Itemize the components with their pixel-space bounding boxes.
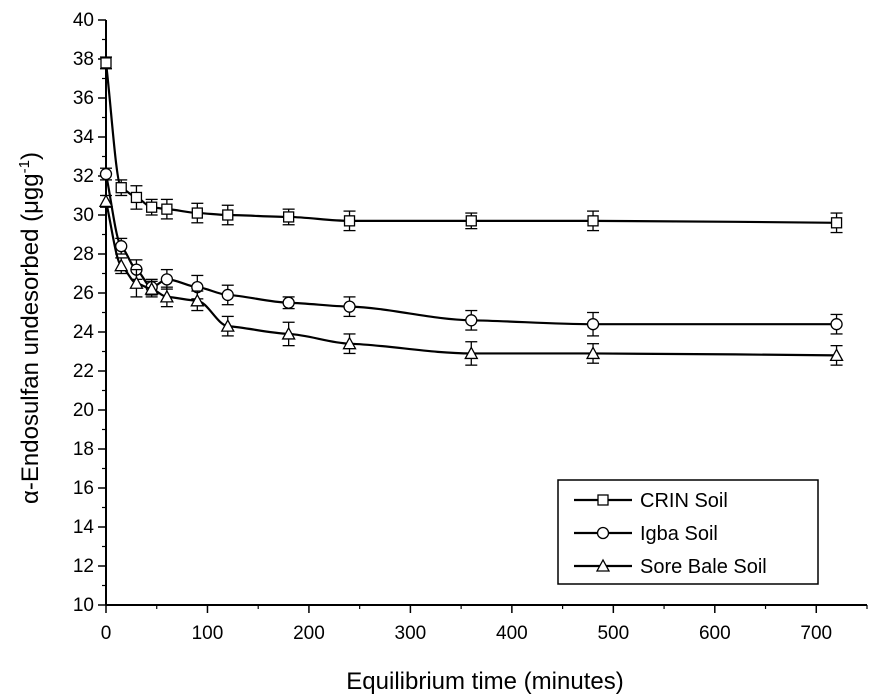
- series-triangle: [98, 193, 844, 366]
- y-tick-label: 12: [73, 556, 94, 577]
- data-point: [190, 293, 205, 307]
- data-point: [146, 201, 158, 213]
- x-tick-label: 0: [101, 623, 112, 644]
- data-point: [115, 182, 127, 194]
- data-point: [587, 215, 599, 227]
- data-point: [221, 288, 234, 302]
- x-tick-label: 400: [496, 623, 528, 644]
- data-point: [100, 57, 112, 69]
- data-point: [829, 348, 844, 362]
- data-point: [115, 240, 128, 253]
- x-axis-title: Equilibrium time (minutes): [346, 668, 623, 695]
- data-point: [191, 207, 203, 219]
- y-tick-label: 38: [73, 49, 94, 70]
- legend-entry: Igba Soil: [574, 523, 718, 545]
- legend-label: Sore Bale Soil: [640, 556, 767, 578]
- series-layer: [98, 56, 844, 366]
- data-point: [343, 215, 356, 227]
- data-point: [222, 209, 234, 221]
- series-line: [104, 173, 837, 326]
- data-point: [220, 318, 235, 332]
- data-point: [585, 346, 601, 360]
- x-tick-label: 100: [192, 623, 224, 644]
- data-point: [98, 193, 114, 208]
- data-point: [465, 314, 478, 327]
- data-point: [281, 326, 296, 340]
- series-square: [100, 56, 843, 234]
- legend-marker: [597, 494, 609, 506]
- data-point: [144, 281, 159, 295]
- y-tick-label: 40: [73, 10, 94, 31]
- legend-entry: CRIN Soil: [574, 490, 728, 512]
- y-tick-label: 14: [73, 517, 95, 538]
- y-tick-label: 22: [73, 361, 94, 382]
- y-tick-label: 24: [73, 322, 95, 343]
- y-tick-label: 32: [73, 166, 94, 187]
- y-tick-label: 36: [73, 88, 94, 109]
- y-tick-label: 28: [73, 244, 94, 265]
- legend-marker: [596, 526, 610, 540]
- data-point: [161, 203, 173, 215]
- y-tick-label: 10: [73, 595, 94, 616]
- data-point: [830, 217, 843, 229]
- y-axis-title: α-Endosulfan undesorbed (μgg-1): [16, 152, 44, 504]
- data-point: [159, 289, 174, 303]
- x-tick-label: 300: [395, 623, 427, 644]
- data-point: [586, 318, 600, 331]
- y-tick-label: 18: [73, 439, 94, 460]
- legend-entry: Sore Bale Soil: [574, 556, 767, 578]
- data-point: [342, 336, 357, 350]
- data-point: [160, 273, 174, 286]
- data-point: [129, 275, 144, 289]
- data-point: [130, 191, 143, 204]
- legend-marker: [595, 558, 611, 572]
- x-tick-label: 600: [699, 623, 731, 644]
- legend-label: Igba Soil: [640, 523, 718, 545]
- x-tick-label: 700: [800, 623, 832, 644]
- x-tick-label: 500: [597, 623, 629, 644]
- data-point: [830, 318, 843, 331]
- y-tick-label: 34: [73, 127, 95, 148]
- legend-label: CRIN Soil: [640, 490, 728, 512]
- data-point: [282, 296, 295, 309]
- data-point: [114, 258, 129, 272]
- data-point: [464, 346, 479, 360]
- data-point: [343, 300, 356, 313]
- y-tick-label: 26: [73, 283, 94, 304]
- data-point: [99, 167, 113, 181]
- legend: CRIN Soil Igba Soil Sore Bale Soil: [557, 479, 819, 585]
- y-tick-label: 16: [73, 478, 94, 499]
- y-tick-label: 30: [73, 205, 94, 226]
- series-line: [104, 62, 837, 224]
- x-tick-label: 200: [293, 623, 325, 644]
- data-point: [465, 215, 477, 227]
- y-tick-label: 20: [73, 400, 94, 421]
- data-point: [282, 211, 295, 223]
